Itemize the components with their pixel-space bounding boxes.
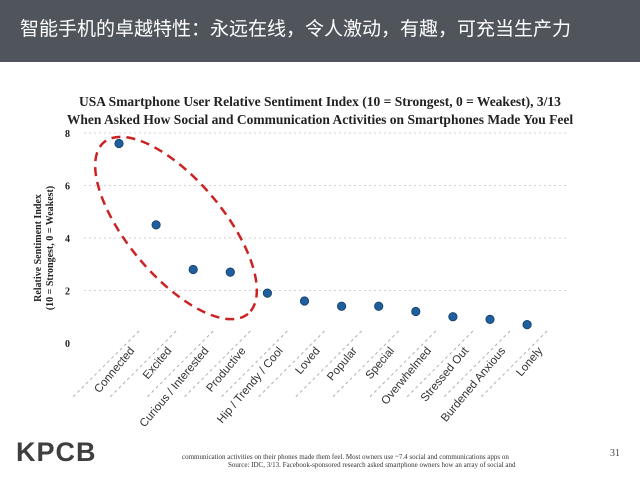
y-tick-label: 4 (65, 234, 70, 245)
data-point (299, 296, 310, 306)
data-point (225, 267, 235, 277)
header-bar: 智能手机的卓越特性：永远在线，令人激动，有趣，可充当生产力 (0, 0, 640, 62)
category-leader (182, 330, 251, 399)
data-point (374, 301, 384, 311)
data-point (188, 264, 198, 275)
y-axis-label-line1: Relative Sentiment Index (33, 194, 44, 302)
x-tick-label: Excited (141, 345, 174, 382)
kpcb-logo: KPCB (16, 437, 97, 467)
footnote-line1: communication activities on their phones… (182, 453, 509, 461)
chart-title: USA Smartphone User Relative Sentiment I… (0, 93, 640, 129)
data-point (448, 312, 458, 322)
data-point (151, 220, 161, 230)
data-point (336, 301, 347, 311)
chart-y-axis-label: Relative Sentiment Index (10 = Strongest,… (33, 186, 56, 310)
chart-gridlines (84, 132, 568, 291)
page-number: 31 (610, 448, 620, 459)
category-leader (108, 330, 177, 399)
data-point (485, 314, 495, 324)
y-tick-label: 6 (65, 182, 70, 193)
data-point (114, 138, 124, 149)
category-leader (71, 330, 140, 399)
y-tick-label: 0 (65, 339, 70, 350)
footnote-line2: Source: IDC, 3/13. Facebook-sponsored re… (228, 461, 516, 469)
chart-title-line1: USA Smartphone User Relative Sentiment I… (79, 94, 561, 109)
category-leader (405, 330, 474, 399)
category-leader (219, 330, 288, 399)
chart-data-points (114, 138, 532, 330)
x-tick-label: Hip / Trendy / Cool (215, 345, 285, 426)
category-leader (294, 330, 362, 399)
category-leader (331, 330, 400, 399)
chart-title-line2: When Asked How Social and Communication … (66, 112, 574, 127)
category-leader (368, 330, 437, 399)
x-tick-label: Loved (293, 345, 322, 377)
category-leader (145, 330, 214, 399)
y-axis-label-line2: (10 = Strongest, 0 = Weakest) (45, 186, 56, 310)
category-leader (479, 330, 548, 399)
page-title: 智能手机的卓越特性：永远在线，令人激动，有趣，可充当生产力 (20, 18, 572, 40)
chart-y-ticks: 0 2 4 6 8 (65, 129, 70, 350)
y-tick-label: 8 (65, 129, 70, 140)
chart-category-leaders (71, 330, 548, 399)
data-point (522, 320, 532, 330)
x-tick-label: Lonely (514, 345, 545, 379)
highlight-ellipse (93, 135, 259, 321)
category-leader (442, 330, 511, 399)
x-tick-label: Popular (325, 345, 360, 383)
x-tick-label: Special (364, 345, 397, 382)
data-point (262, 288, 272, 298)
x-tick-label: Burdened Anxious (439, 345, 508, 424)
data-point (411, 306, 421, 317)
category-leader (256, 330, 325, 399)
y-tick-label: 2 (65, 287, 70, 298)
